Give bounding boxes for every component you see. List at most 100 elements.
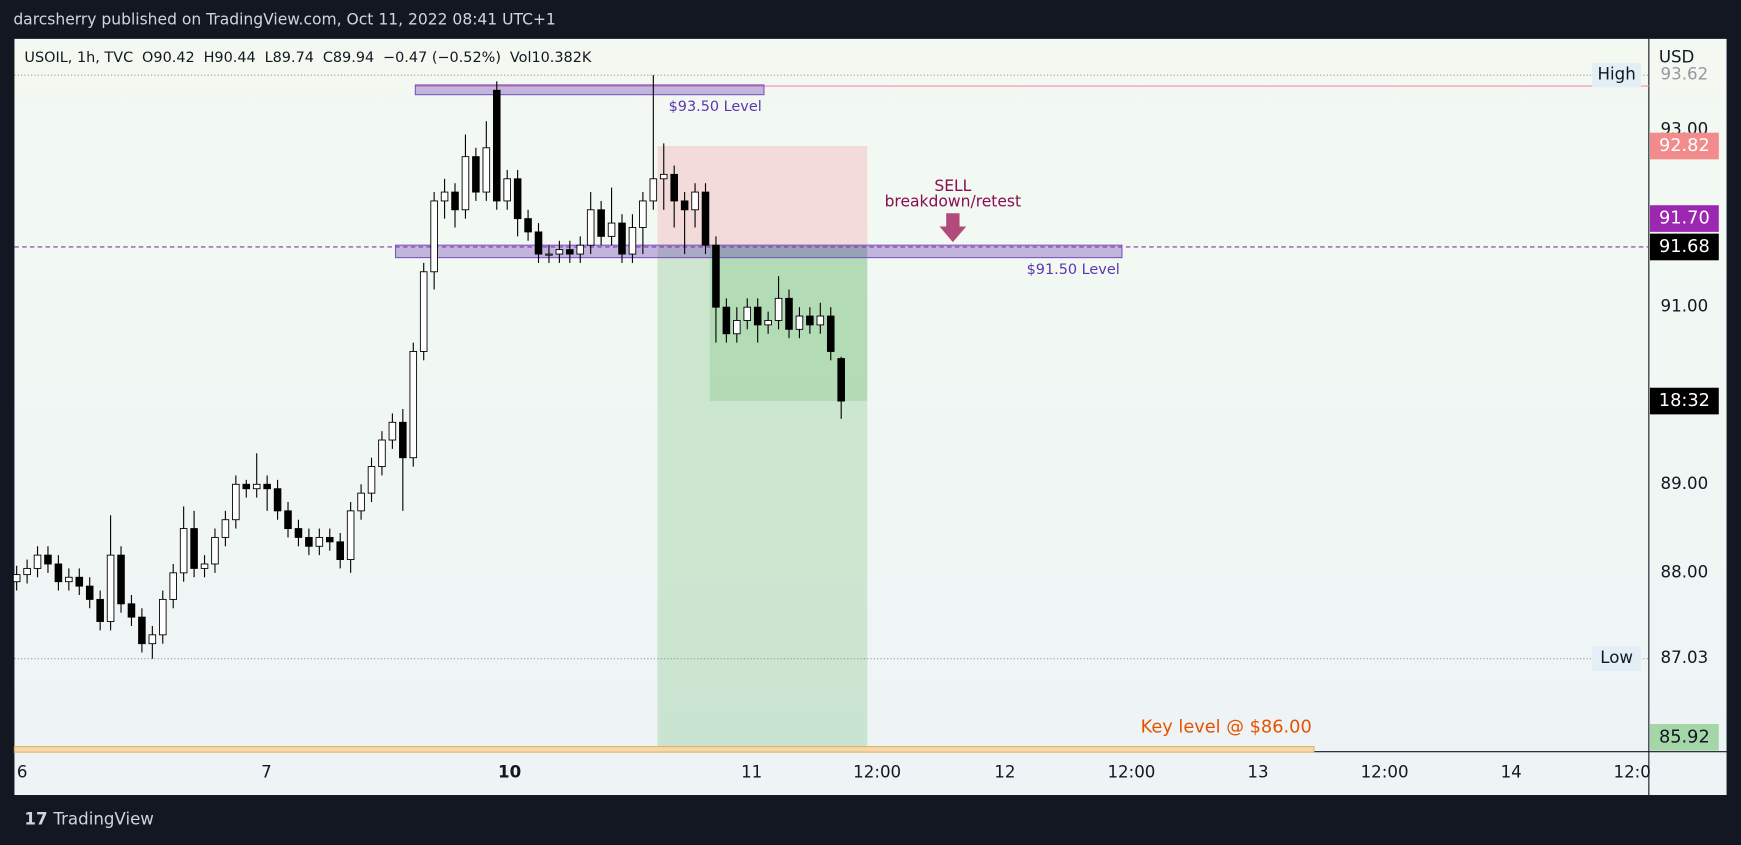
candle-body bbox=[743, 306, 752, 321]
candle-body bbox=[221, 519, 230, 538]
low_mark-value: 87.03 bbox=[1661, 648, 1709, 667]
candle-body bbox=[54, 563, 63, 583]
candle-body bbox=[826, 315, 835, 352]
legend-close: C89.94 bbox=[323, 50, 374, 66]
candle-body bbox=[263, 483, 271, 490]
brand: TradingView bbox=[52, 809, 154, 828]
candle-body bbox=[388, 421, 397, 441]
candle-body bbox=[701, 191, 710, 246]
legend-volume: Vol10.382K bbox=[510, 50, 592, 66]
candle-body bbox=[628, 227, 637, 255]
candle-body bbox=[753, 306, 762, 326]
high_mark-label: High bbox=[1598, 65, 1636, 84]
x-tick-label: 12:0 bbox=[1614, 762, 1651, 781]
candle-body bbox=[325, 536, 334, 543]
candle-body bbox=[23, 567, 31, 576]
candle-body bbox=[440, 191, 449, 202]
price-badge-label: 91.70 bbox=[1659, 209, 1710, 229]
candle-body bbox=[555, 249, 564, 255]
x-tick-label: 11 bbox=[741, 762, 762, 781]
candle-body bbox=[774, 297, 783, 321]
candle-body bbox=[200, 563, 209, 569]
candle-body bbox=[294, 528, 303, 538]
x-tick-label: 12:00 bbox=[1107, 762, 1155, 781]
candle-body bbox=[85, 585, 94, 600]
price-badge bbox=[1649, 205, 1719, 232]
x-tick-label: 13 bbox=[1247, 762, 1268, 781]
zone-label: $93.50 Level bbox=[669, 99, 762, 115]
x-tick-label: 12 bbox=[994, 762, 1015, 781]
candle-body bbox=[586, 209, 595, 246]
y-tick-label: 88.00 bbox=[1661, 562, 1709, 581]
candle-body bbox=[378, 439, 386, 468]
price-badge bbox=[1649, 132, 1719, 160]
zone-label: $91.50 Level bbox=[1027, 262, 1120, 278]
annotation: breakdown/retest bbox=[885, 193, 1022, 211]
candle-body bbox=[680, 200, 689, 211]
price-badge bbox=[1649, 723, 1719, 751]
candle-body bbox=[534, 231, 543, 255]
candle-body bbox=[764, 320, 772, 326]
candle-body bbox=[409, 351, 418, 459]
candle-body bbox=[305, 536, 313, 547]
legend-change: −0.47 (−0.52%) bbox=[383, 50, 501, 66]
candle-body bbox=[336, 541, 344, 561]
candle-body bbox=[785, 297, 793, 330]
candle-body bbox=[482, 147, 491, 193]
candle-body bbox=[691, 191, 699, 211]
y-tick-label: 89.00 bbox=[1661, 474, 1709, 493]
candle-body bbox=[649, 178, 658, 202]
price-badge bbox=[1649, 233, 1719, 261]
footer-brand: 17 TradingView bbox=[24, 809, 154, 828]
candle-body bbox=[12, 574, 21, 583]
x-tick-label: 12:00 bbox=[1361, 762, 1409, 781]
candle-body bbox=[75, 576, 84, 587]
price-badge-label: 18:32 bbox=[1659, 391, 1710, 411]
x-tick-label: 7 bbox=[261, 762, 272, 781]
candle-body bbox=[607, 222, 616, 237]
low_mark-box bbox=[1592, 646, 1642, 671]
candle-body bbox=[242, 483, 251, 490]
zone bbox=[394, 244, 1123, 259]
candle-body bbox=[566, 249, 574, 255]
candle-body bbox=[158, 598, 167, 636]
legend-symbol: USOIL, 1h, TVC bbox=[24, 50, 133, 66]
candle-body bbox=[148, 634, 157, 645]
candle-body bbox=[576, 244, 585, 255]
candle-body bbox=[138, 616, 146, 645]
price-badge-label: 85.92 bbox=[1659, 727, 1710, 747]
x-tick-label: 14 bbox=[1501, 762, 1522, 781]
candle-body bbox=[44, 554, 52, 565]
candle-body bbox=[357, 492, 365, 512]
candle-body bbox=[169, 572, 177, 600]
candle-body bbox=[430, 200, 438, 273]
candle-body bbox=[451, 191, 459, 211]
low_mark-label: Low bbox=[1600, 648, 1633, 667]
candle-body bbox=[524, 218, 532, 233]
candle-body bbox=[232, 483, 240, 521]
y-tick-label: 91.00 bbox=[1661, 297, 1709, 316]
candle-body bbox=[96, 598, 104, 622]
annotation: SELL bbox=[934, 177, 971, 195]
x-tick-label: 12:00 bbox=[853, 762, 901, 781]
candle-body bbox=[399, 421, 407, 459]
candle-body bbox=[837, 358, 845, 402]
candle-body bbox=[492, 89, 501, 202]
plot: USOIL, 1h, TVC O90.42 H90.44 L89.74 C89.94 −0… bbox=[12, 50, 1719, 781]
candle-body bbox=[461, 156, 470, 211]
arrow bbox=[939, 213, 967, 243]
price-badge-label: 92.82 bbox=[1659, 136, 1710, 156]
candle-body bbox=[346, 510, 355, 561]
candle-body bbox=[795, 315, 804, 330]
candle-body bbox=[127, 603, 136, 618]
chart-area bbox=[14, 38, 1727, 796]
price-badge-label: 91.68 bbox=[1659, 237, 1710, 257]
candle-body bbox=[65, 576, 73, 583]
candle-body bbox=[618, 222, 626, 255]
candle-body bbox=[315, 536, 324, 547]
zone bbox=[414, 84, 765, 96]
candle-body bbox=[106, 554, 115, 622]
candle-body bbox=[816, 315, 825, 326]
header: darcsherry published on TradingView.com,… bbox=[13, 11, 556, 29]
